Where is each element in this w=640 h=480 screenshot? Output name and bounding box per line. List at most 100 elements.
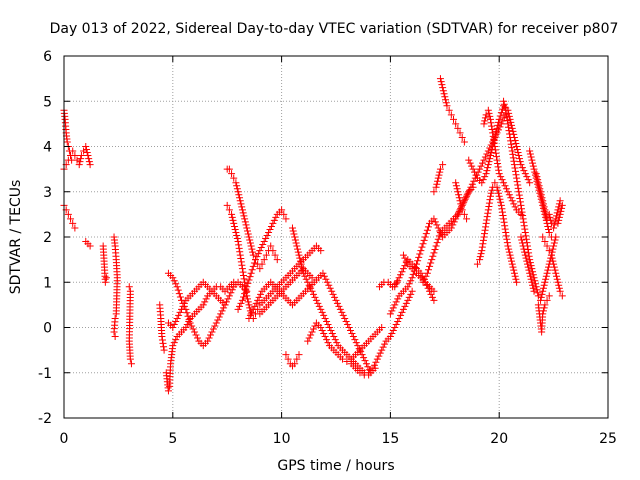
data-point: [497, 198, 505, 206]
data-point: [252, 299, 260, 307]
data-point: [404, 283, 412, 291]
data-point: [434, 224, 442, 232]
data-point: [476, 165, 484, 173]
data-point: [555, 203, 563, 211]
data-point: [420, 275, 428, 283]
data-point: [460, 138, 468, 146]
data-point: [539, 284, 547, 292]
data-point: [555, 216, 563, 224]
data-point: [519, 212, 527, 220]
data-point: [415, 253, 423, 261]
data-point: [189, 325, 197, 333]
data-point: [407, 277, 415, 285]
data-point: [539, 307, 547, 315]
data-point: [520, 245, 528, 253]
data-point: [507, 137, 515, 145]
data-point: [439, 84, 447, 92]
data-point: [442, 96, 450, 104]
data-point: [158, 333, 166, 341]
data-point: [430, 188, 438, 196]
x-axis-label: GPS time / hours: [277, 458, 394, 474]
data-point: [550, 224, 558, 232]
data-point: [465, 186, 473, 194]
data-point: [479, 176, 487, 184]
data-point: [110, 328, 118, 336]
data-point: [508, 144, 516, 152]
data-point: [469, 165, 477, 173]
data-point: [543, 269, 551, 277]
data-point: [481, 153, 489, 161]
data-point: [507, 194, 515, 202]
data-point: [386, 310, 394, 318]
data-point: [389, 304, 397, 312]
data-point: [461, 195, 469, 203]
data-point: [481, 173, 489, 181]
ticks: [63, 55, 609, 419]
data-point: [508, 257, 516, 265]
data-point: [86, 161, 94, 169]
data-point: [478, 179, 486, 187]
data-point: [502, 110, 510, 118]
data-point: [458, 206, 466, 214]
data-point: [204, 337, 212, 345]
data-point: [234, 238, 242, 246]
data-point: [308, 287, 316, 295]
data-point: [82, 146, 90, 154]
data-point: [237, 258, 245, 266]
data-point: [431, 218, 439, 226]
data-point: [527, 262, 535, 270]
data-point: [227, 289, 235, 297]
data-point: [518, 164, 526, 172]
data-point: [214, 316, 222, 324]
data-point: [419, 240, 427, 248]
data-point: [407, 290, 415, 298]
data-point: [486, 192, 494, 200]
data-point: [558, 292, 566, 300]
data-point: [511, 203, 519, 211]
data-point: [487, 189, 495, 197]
data-point: [394, 317, 402, 325]
data-point: [321, 333, 329, 341]
data-point: [510, 269, 518, 277]
data-point: [521, 228, 529, 236]
data-point: [421, 233, 429, 241]
data-point: [263, 231, 271, 239]
data-point: [516, 198, 524, 206]
data-point: [428, 293, 436, 301]
data-point: [493, 183, 501, 191]
series-s03: [60, 201, 79, 232]
data-point: [236, 194, 244, 202]
data-point: [175, 311, 183, 319]
data-point: [521, 251, 529, 259]
data-point: [510, 266, 518, 274]
data-point: [67, 215, 75, 223]
data-point: [527, 275, 535, 283]
data-point: [554, 206, 562, 214]
data-point: [388, 330, 396, 338]
data-point: [552, 215, 560, 223]
data-point: [238, 206, 246, 214]
data-point: [480, 120, 488, 128]
data-point: [452, 120, 460, 128]
data-point: [288, 224, 296, 232]
data-point: [389, 327, 397, 335]
data-point: [413, 260, 421, 268]
data-point: [430, 296, 438, 304]
data-point: [483, 150, 491, 158]
data-point: [491, 143, 499, 150]
series-s35: [532, 170, 551, 223]
data-point: [234, 188, 242, 196]
data-point: [550, 263, 558, 271]
data-point: [526, 147, 534, 155]
data-point: [453, 212, 461, 220]
data-point: [529, 159, 537, 167]
data-point: [401, 302, 409, 310]
data-point: [428, 256, 436, 264]
data-point: [545, 225, 553, 233]
data-point: [508, 147, 516, 155]
data-point: [502, 232, 510, 240]
data-point: [470, 177, 478, 185]
data-point: [202, 295, 210, 303]
data-point: [297, 260, 305, 268]
data-point: [365, 366, 373, 374]
